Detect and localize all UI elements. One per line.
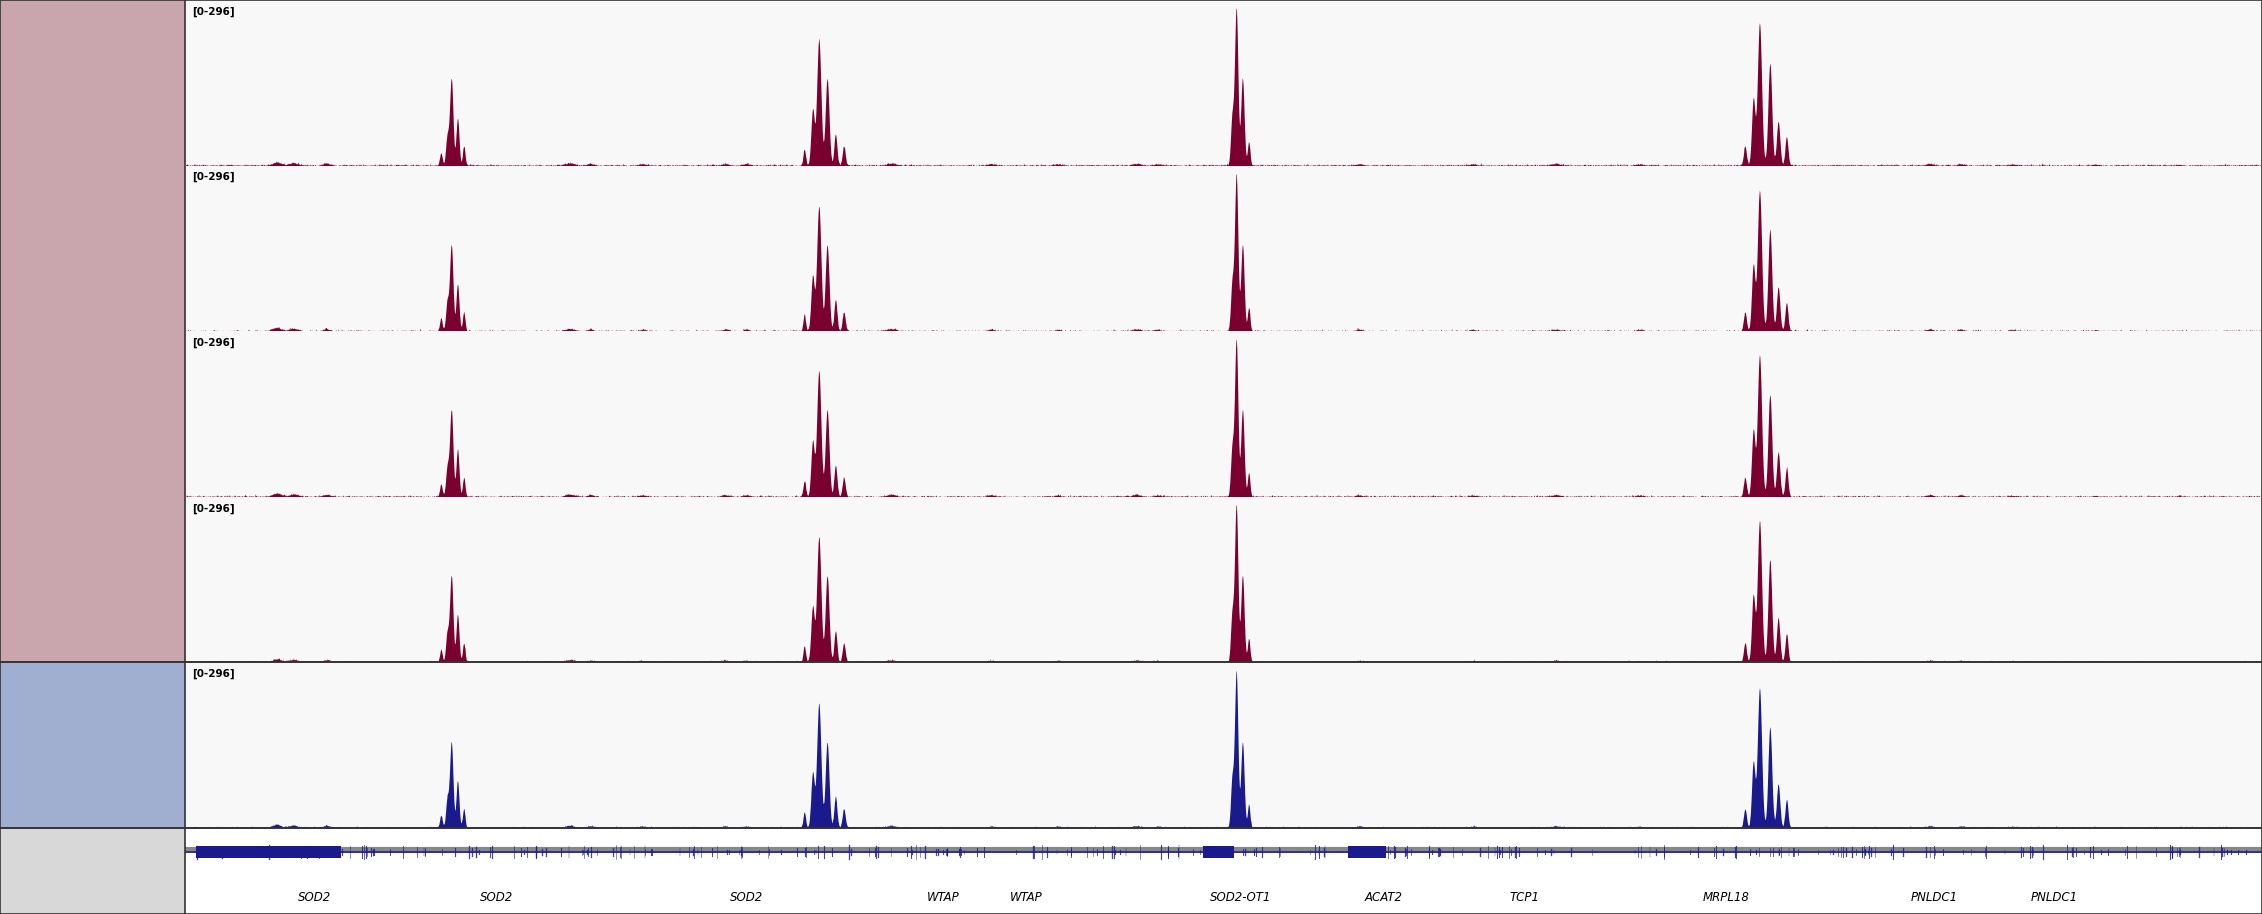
Text: SOD2: SOD2 (480, 890, 513, 904)
Text: [0-296]: [0-296] (192, 504, 235, 514)
Text: TCP1: TCP1 (1509, 890, 1540, 904)
Text: Pre-Indexed
Tn5: Pre-Indexed Tn5 (36, 312, 149, 351)
Text: [0-296]: [0-296] (192, 6, 235, 16)
Text: PNLDC1: PNLDC1 (1911, 890, 1957, 904)
Bar (1348, 846, 1387, 858)
Text: [0-296]: [0-296] (192, 669, 235, 679)
Text: PNLDC1: PNLDC1 (2031, 890, 2079, 904)
Bar (0, 828, 185, 914)
Text: MRPL18: MRPL18 (1703, 890, 1751, 904)
Text: ACAT2: ACAT2 (1364, 890, 1402, 904)
Text: [0-296]: [0-296] (192, 172, 235, 183)
Text: Refseq
Genes: Refseq Genes (61, 852, 124, 890)
Text: WTAP: WTAP (1011, 890, 1043, 904)
Text: WTAP: WTAP (927, 890, 959, 904)
Text: [0-296]: [0-296] (192, 338, 235, 348)
Bar (0, 0, 2262, 663)
Bar (0, 663, 185, 828)
Bar (197, 846, 342, 858)
Text: Standard
Tn5: Standard Tn5 (50, 726, 136, 764)
Text: SOD2: SOD2 (731, 890, 762, 904)
Text: SOD2-OT1: SOD2-OT1 (1210, 890, 1271, 904)
Bar (0, 0, 185, 663)
Bar (0, 828, 2262, 914)
Bar (1203, 846, 1235, 858)
Text: SOD2: SOD2 (299, 890, 330, 904)
Bar (0, 663, 2262, 828)
